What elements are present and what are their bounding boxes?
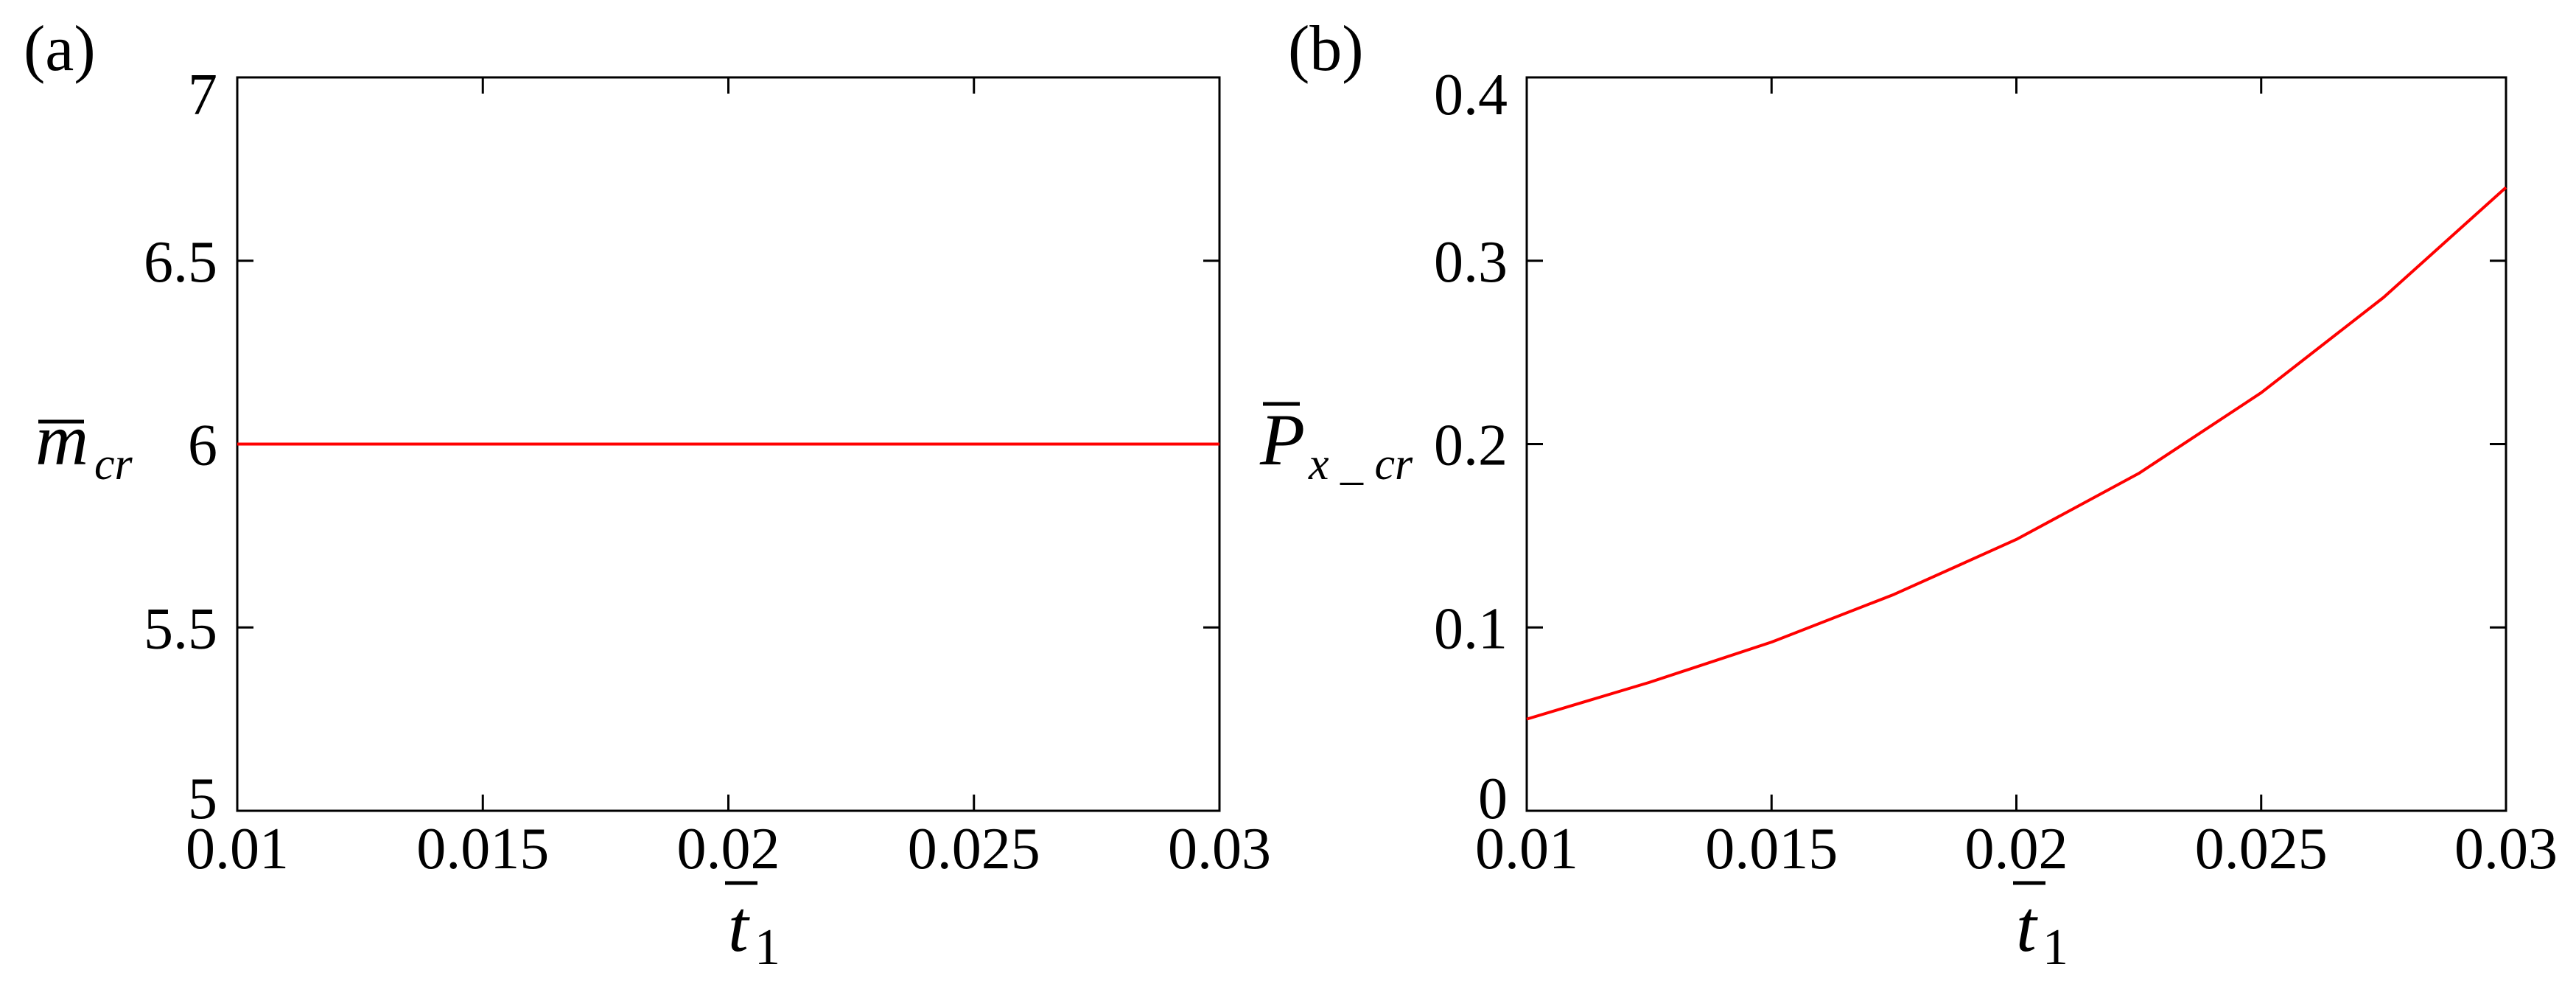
x-tick-label: 0.01 (1475, 817, 1578, 882)
plot-frame (1525, 76, 2507, 812)
y-axis-label-subscript: x _ cr (1308, 439, 1413, 489)
chart-panel-a: (a) 5 5.5 6 6.5 7 0.01 0.015 0.02 0.025 0.03 t 1 m cr (24, 13, 1271, 976)
y-axis-label: m (35, 399, 88, 481)
y-tick-label: 0.3 (1434, 230, 1508, 295)
panel-label: (a) (24, 13, 96, 85)
y-tick-label: 6 (188, 414, 217, 478)
x-tick-label: 0.015 (416, 817, 549, 882)
y-tick-label: 0.4 (1434, 63, 1508, 128)
y-axis-label-subscript: cr (94, 439, 133, 489)
x-tick-label: 0.015 (1705, 817, 1838, 882)
y-axis-label: P (1259, 399, 1305, 481)
x-tick-label: 0.025 (2195, 817, 2328, 882)
y-tick-label: 6.5 (144, 230, 217, 295)
x-tick-label: 0.01 (186, 817, 289, 882)
y-tick-label: 7 (188, 63, 217, 128)
y-tick-label: 0.2 (1434, 414, 1508, 478)
y-tick-label: 5 (188, 767, 217, 831)
x-tick-label: 0.03 (1168, 817, 1271, 882)
x-tick-label: 0.03 (2454, 817, 2558, 882)
x-axis-label-subscript: 1 (2043, 919, 2068, 976)
chart-panel-b: (b) 0 0.1 0.2 0.3 0.4 0.01 0.015 0.02 0.025 0.03 t 1… (1259, 13, 2558, 976)
x-tick-label: 0.025 (908, 817, 1040, 882)
series-line-1 (1526, 186, 2507, 721)
x-axis-label: t (728, 885, 750, 967)
x-axis-label-subscript: 1 (755, 919, 780, 976)
panel-label: (b) (1288, 13, 1364, 85)
x-tick-label: 0.02 (677, 817, 780, 882)
y-tick-label: 0.1 (1434, 596, 1508, 661)
y-tick-label: 0 (1478, 767, 1508, 831)
x-tick-label: 0.02 (1965, 817, 2068, 882)
y-tick-label: 5.5 (144, 596, 217, 661)
x-axis-label: t (2016, 885, 2038, 967)
